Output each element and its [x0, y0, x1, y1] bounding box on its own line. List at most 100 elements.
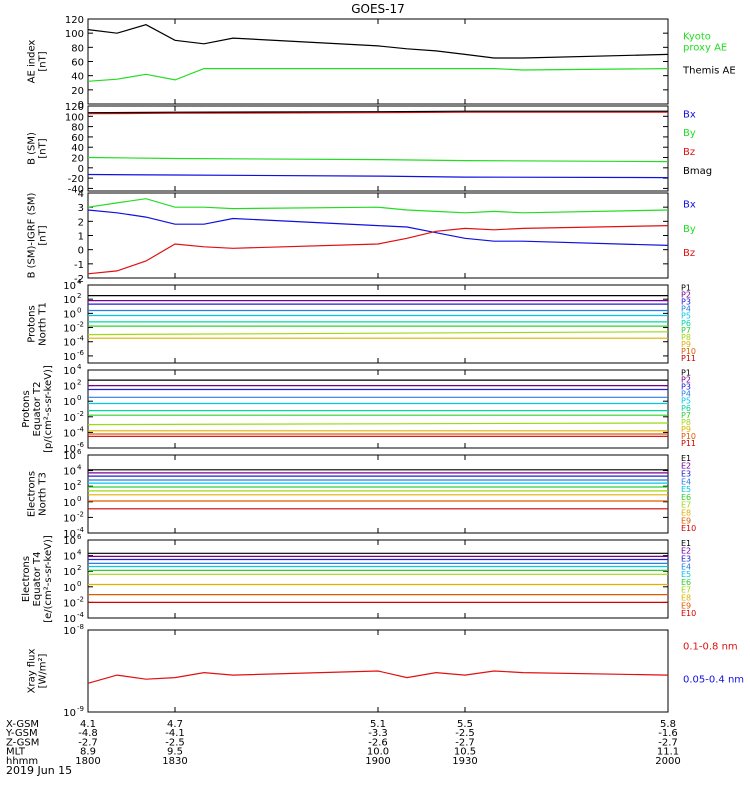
- y-tick-exponent: -4: [77, 611, 85, 619]
- y-tick-label: 10: [63, 467, 76, 478]
- y-axis-label: North T3: [38, 472, 49, 516]
- y-tick-exponent: 0: [77, 306, 81, 314]
- y-tick-label: 10: [63, 626, 76, 637]
- legend-item: P7: [681, 411, 691, 420]
- y-tick-label: 40: [71, 143, 84, 154]
- panel-3: -2 -1 0 1 2 3 4 B (SM)-IGRF (SM) [nT] Bx By Bz: [27, 189, 696, 285]
- y-tick-exponent: 4: [77, 278, 82, 286]
- y-tick-label: 60: [71, 58, 84, 69]
- legend-item: E10: [681, 524, 696, 533]
- figure-title: GOES-17: [351, 2, 405, 16]
- y-tick-label: 10: [63, 413, 76, 424]
- y-tick-label: 60: [71, 133, 84, 144]
- y-tick-exponent: -8: [77, 623, 84, 631]
- y-tick-exponent: -6: [77, 441, 85, 449]
- orbit-cell: 5.5: [457, 719, 473, 730]
- legend-item: P9: [681, 425, 691, 434]
- legend-item: P11: [681, 354, 696, 363]
- series-0-1-0-8-nm: [87, 670, 669, 684]
- y-tick-label: 10: [63, 583, 76, 594]
- y-tick-label: 10: [63, 552, 76, 563]
- legend-item: P2: [681, 375, 691, 384]
- legend-item: P3: [681, 298, 691, 307]
- orbit-row-label: Z-GSM: [6, 737, 39, 748]
- orbit-cell: 11.1: [657, 747, 679, 758]
- y-tick-label: 20: [71, 154, 84, 165]
- y-axis-label: [nT]: [38, 138, 49, 158]
- y-axis-label: B (SM)-IGRF (SM): [27, 193, 38, 279]
- series-bz: [87, 111, 668, 115]
- y-tick-exponent: 4: [77, 464, 82, 472]
- y-tick-exponent: -2: [77, 321, 84, 329]
- series-p8: [87, 422, 669, 426]
- y-tick-exponent: 4: [77, 549, 82, 557]
- orbit-cell: -4.1: [165, 728, 185, 739]
- orbit-cell: -2.5: [455, 728, 475, 739]
- legend-item: 0.1-0.8 nm: [683, 642, 738, 653]
- y-tick-label: 10: [63, 366, 76, 377]
- y-tick-exponent: -2: [77, 410, 84, 418]
- orbit-cell: 1900: [365, 756, 390, 767]
- legend-item: P10: [681, 432, 696, 441]
- series-by: [87, 198, 669, 214]
- legend-item: E3: [681, 469, 691, 478]
- y-tick-exponent: -9: [77, 705, 84, 713]
- y-tick-label: -40: [68, 184, 84, 195]
- y-tick-exponent: 0: [77, 394, 81, 402]
- y-tick-label: 10: [63, 598, 76, 609]
- legend-item: P8: [681, 418, 691, 427]
- y-tick-label: 10: [63, 309, 76, 320]
- orbit-cell: -4.8: [78, 728, 98, 739]
- legend-item: By: [683, 128, 696, 139]
- legend-item: By: [683, 224, 696, 235]
- orbit-row-label: hhmm: [6, 756, 38, 767]
- y-axis-label: B (SM): [27, 132, 38, 165]
- legend-item: E8: [681, 593, 691, 602]
- y-tick-label: 2: [78, 217, 84, 228]
- y-tick-exponent: 6: [77, 533, 82, 541]
- legend-item: P4: [681, 390, 691, 399]
- y-tick-exponent: -4: [77, 425, 85, 433]
- legend-item: P5: [681, 312, 691, 321]
- panel-frame: [87, 539, 669, 619]
- y-tick-label: 10: [63, 498, 76, 509]
- legend-item: E7: [681, 586, 691, 595]
- legend-item: P6: [681, 404, 691, 413]
- y-tick-label: -2: [74, 274, 84, 285]
- y-tick-label: 120: [65, 15, 84, 26]
- y-tick-exponent: -4: [77, 335, 85, 343]
- series-by: [87, 156, 669, 163]
- orbit-cell: 5.1: [370, 719, 386, 730]
- legend-item: 0.05-0.4 nm: [683, 674, 744, 685]
- y-axis-label: AE index: [27, 40, 38, 84]
- legend-item: P9: [681, 340, 691, 349]
- y-tick-label: 10: [63, 281, 76, 292]
- orbit-cell: -1.6: [658, 728, 678, 739]
- legend-item: P2: [681, 290, 691, 299]
- y-tick-label: 10: [63, 324, 76, 335]
- orbit-cell: -2.7: [658, 737, 678, 748]
- y-tick-label: 10: [63, 444, 76, 455]
- legend-item: E5: [681, 570, 691, 579]
- legend-item: E9: [681, 601, 691, 610]
- y-tick-exponent: 2: [77, 479, 81, 487]
- y-axis-label: Equator T4: [32, 552, 43, 607]
- legend-item: E6: [681, 578, 691, 587]
- legend-item: Themis AE: [682, 65, 736, 76]
- orbit-cell: 8.9: [80, 747, 96, 758]
- legend-item: P4: [681, 305, 691, 314]
- legend-item: P1: [681, 283, 691, 292]
- y-tick-label: 10: [63, 529, 76, 540]
- legend-item: P1: [681, 368, 691, 377]
- y-axis-label: Electrons: [21, 556, 32, 602]
- y-tick-label: 0: [78, 164, 84, 175]
- date-label: 2019 Jun 15: [6, 764, 72, 777]
- legend-item: P6: [681, 319, 691, 328]
- y-tick-label: 10: [63, 397, 76, 408]
- y-axis-label: [W/m²]: [38, 653, 49, 688]
